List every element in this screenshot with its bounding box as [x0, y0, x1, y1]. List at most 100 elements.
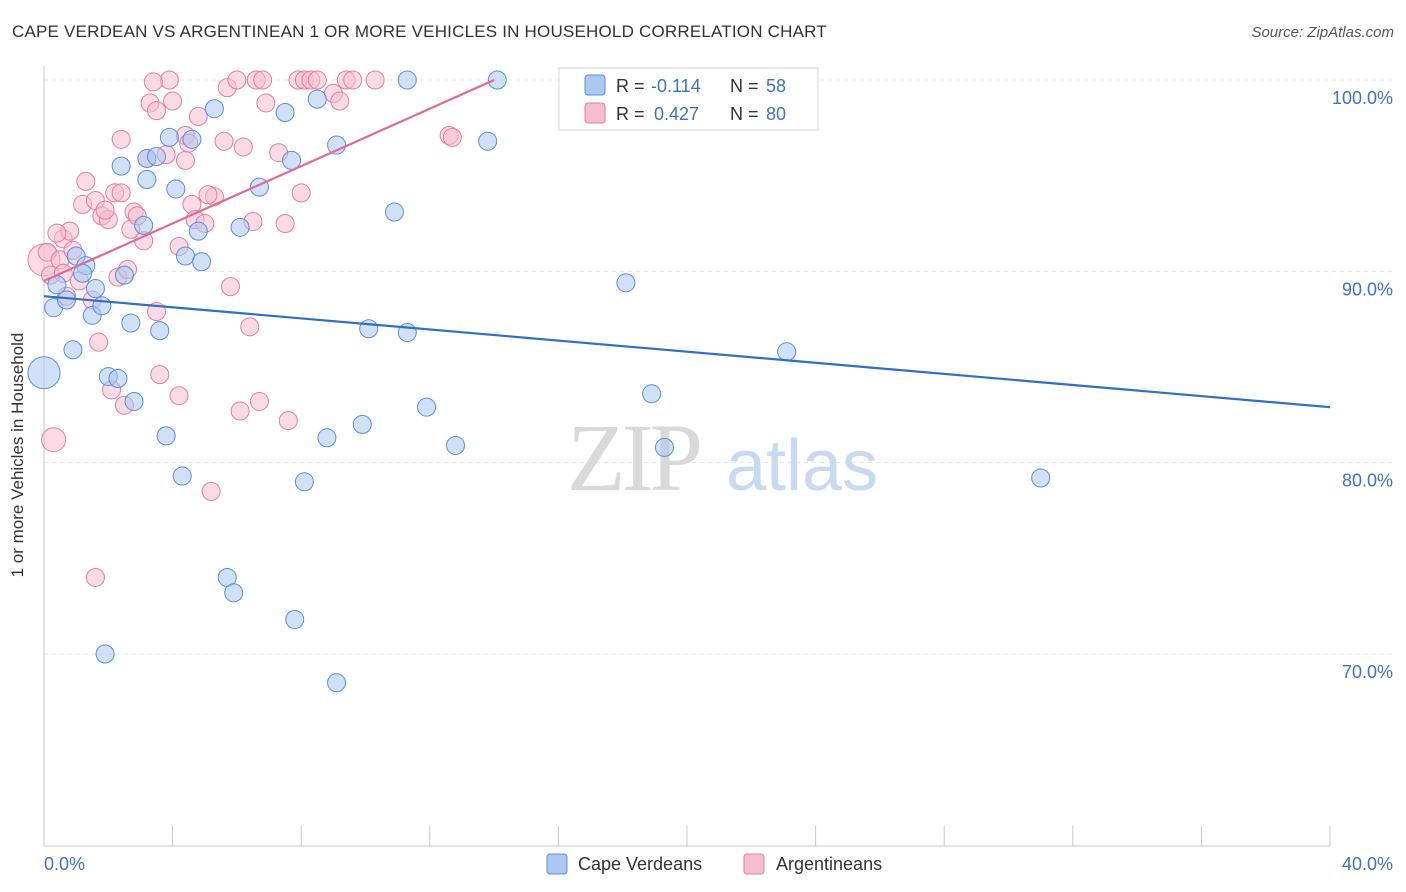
argentinean-point-77 — [198, 185, 218, 205]
cape-verdean-point-46 — [397, 70, 417, 90]
bottom-legend-label-argentineans: Argentineans — [776, 854, 882, 874]
argentinean-point-79 — [47, 223, 67, 243]
cape-verdean-point-38 — [307, 89, 327, 109]
argentinean-point-40 — [175, 150, 195, 170]
argentinean-point-46 — [201, 481, 221, 501]
argentinean-point-44 — [188, 106, 208, 126]
x-tick-label-1: 40.0% — [1342, 854, 1393, 874]
cape-verdean-point-48 — [446, 435, 466, 455]
cape-verdean-point-28 — [192, 252, 212, 272]
correlation-legend: R = -0.114 N = 58 R = 0.427 N = 80 — [558, 67, 819, 131]
cape-verdean-point-37 — [294, 472, 314, 492]
cape-verdean-point-8 — [85, 279, 105, 299]
cape-verdean-point-22 — [159, 127, 179, 147]
tick-labels: 100.0% 90.0% 80.0% 70.0% 0.0% 40.0% — [44, 88, 1393, 874]
watermark: ZIP atlas — [567, 404, 878, 511]
cape-verdeans-trend-line — [43, 295, 1331, 409]
y-tick-label-3: 70.0% — [1342, 662, 1393, 682]
cape-verdean-point-14 — [111, 156, 131, 176]
cape-verdean-point-16 — [124, 391, 144, 411]
argentineans-trend-line — [43, 78, 495, 282]
y-tick-label-1: 90.0% — [1342, 279, 1393, 299]
legend-r-value-2: 0.427 — [654, 104, 699, 124]
argentinean-point-72 — [365, 70, 385, 90]
watermark-zip: ZIP — [567, 404, 700, 511]
series-legend: Cape Verdeans Argentineans — [546, 853, 882, 875]
cape-verdean-point-40 — [327, 135, 347, 155]
bottom-legend-label-cape-verdeans: Cape Verdeans — [578, 854, 702, 874]
legend-n-value-2: 80 — [766, 104, 786, 124]
cape-verdean-point-12 — [108, 368, 128, 388]
cape-verdean-point-9 — [92, 296, 112, 316]
cape-verdean-point-20 — [150, 321, 170, 341]
argentinean-point-59 — [256, 93, 276, 113]
argentinean-point-23 — [111, 129, 131, 149]
cape-verdean-point-25 — [175, 246, 195, 266]
bottom-legend-swatch-blue — [546, 853, 568, 875]
legend-n-value-1: 58 — [766, 76, 786, 96]
argentinean-point-61 — [275, 214, 295, 233]
legend-swatch-pink — [584, 102, 606, 124]
argentinean-point-12 — [76, 171, 96, 191]
cape-verdean-point-44 — [384, 202, 404, 222]
cape-verdean-point-3 — [57, 290, 77, 310]
cape-verdean-point-31 — [224, 583, 244, 603]
cape-verdean-point-52 — [642, 384, 662, 404]
legend-r-label-1: R = — [616, 76, 645, 96]
cape-verdean-point-36 — [285, 610, 305, 630]
cape-verdean-point-50 — [487, 70, 507, 90]
cape-verdean-point-43 — [359, 319, 379, 339]
argentinean-point-36 — [163, 91, 183, 111]
y-tick-label-0: 100.0% — [1332, 88, 1393, 108]
cape-verdean-point-51 — [616, 273, 636, 293]
argentinean-point-51 — [227, 70, 247, 90]
argentinean-point-37 — [169, 386, 189, 406]
cape-verdean-point-32 — [230, 217, 250, 237]
argentinean-point-64 — [291, 183, 311, 203]
cape-verdean-point-42 — [352, 414, 372, 434]
cape-verdean-point-27 — [188, 221, 208, 241]
cape-verdean-point-10 — [95, 644, 115, 664]
argentinean-point-14 — [85, 567, 105, 587]
argentinean-point-67 — [307, 70, 327, 90]
cape-verdean-point-24 — [172, 466, 192, 486]
argentinean-point-53 — [233, 137, 253, 157]
cape-verdean-point-18 — [137, 169, 157, 189]
watermark-atlas: atlas — [726, 426, 878, 506]
argentinean-point-78 — [95, 200, 115, 220]
cape-verdean-point-54 — [1031, 468, 1051, 488]
argentinean-point-33 — [150, 365, 170, 385]
cape-verdeans-points — [27, 70, 1051, 693]
grid-lines — [44, 79, 1392, 655]
cape-verdean-point-0 — [27, 356, 61, 390]
argentinean-point-42 — [182, 194, 202, 214]
chart-source: Source: ZipAtlas.com — [1251, 24, 1394, 41]
bottom-legend-swatch-pink — [743, 853, 765, 875]
cape-verdean-point-4 — [63, 340, 83, 360]
cape-verdean-point-13 — [114, 265, 134, 285]
argentinean-point-54 — [240, 317, 260, 337]
cape-verdean-point-29 — [204, 99, 224, 119]
argentineans-points — [27, 70, 462, 587]
legend-swatch-blue — [584, 74, 606, 96]
argentinean-point-31 — [147, 101, 167, 121]
cape-verdean-point-41 — [327, 673, 347, 693]
legend-r-label-2: R = — [616, 104, 645, 124]
argentinean-point-58 — [253, 70, 273, 90]
axes — [43, 66, 1331, 847]
cape-verdean-point-55 — [654, 437, 674, 457]
argentinean-point-48 — [214, 131, 234, 151]
cape-verdean-point-26 — [182, 129, 202, 149]
cape-verdean-point-17 — [134, 215, 154, 235]
argentinean-point-35 — [159, 70, 179, 90]
argentinean-point-62 — [278, 411, 298, 431]
legend-n-label-2: N = — [730, 104, 759, 124]
argentinean-point-22 — [111, 183, 131, 203]
cape-verdean-point-49 — [478, 131, 498, 151]
argentinean-point-75 — [143, 72, 163, 92]
cape-verdean-point-39 — [317, 428, 337, 448]
cape-verdean-point-53 — [777, 342, 797, 362]
argentinean-point-57 — [249, 391, 269, 411]
cape-verdean-point-21 — [156, 426, 176, 446]
